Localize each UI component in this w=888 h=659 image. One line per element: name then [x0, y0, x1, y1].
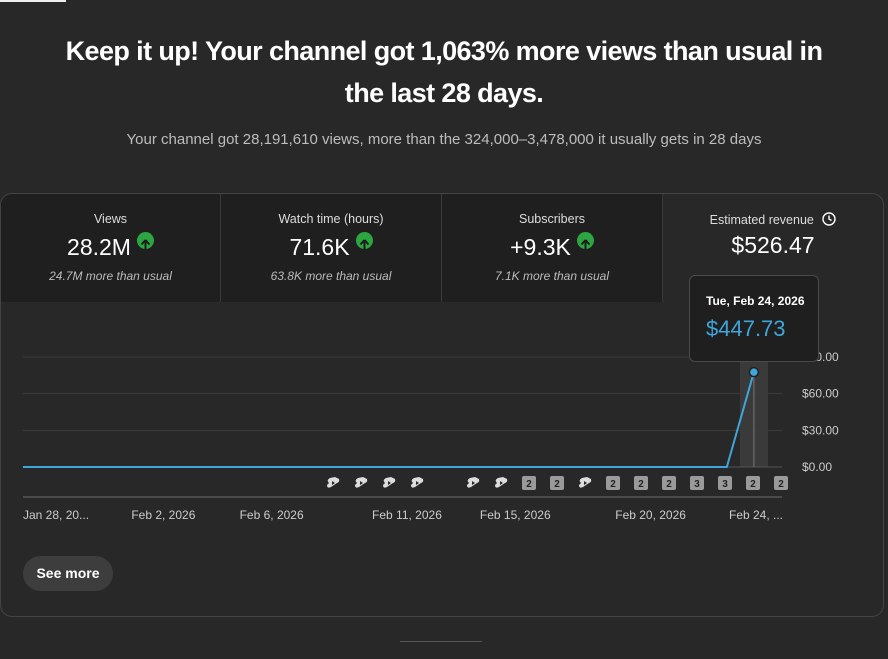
shorts-icon	[579, 477, 592, 488]
metric-name: Estimated revenue	[663, 212, 883, 227]
card: Views 28.2M 24.7M more than usual Watch …	[0, 193, 884, 617]
shorts-glyph	[495, 477, 508, 488]
video-badge	[606, 476, 620, 490]
up-icon	[136, 232, 154, 249]
metric-value-text: 28.2M	[67, 234, 131, 260]
video-count: 3	[694, 479, 700, 490]
metric-value: +9.3K	[442, 232, 662, 261]
shorts-icon	[495, 477, 508, 488]
shorts-icon	[383, 477, 396, 488]
metric-value-text: +9.3K	[510, 234, 571, 260]
video-badge	[746, 476, 760, 490]
metric-delta: 63.8K more than usual	[270, 269, 392, 283]
video-badge	[550, 476, 564, 490]
metric-tab[interactable]: Estimated revenue $526.47	[663, 194, 883, 302]
shorts-icon	[467, 477, 480, 488]
shorts-icon	[411, 477, 424, 488]
headline: the last 28 days.	[344, 78, 544, 108]
metric-name: Watch time (hours)	[278, 212, 384, 226]
x-tick-label: Feb 2, 2026	[131, 508, 195, 522]
shorts-glyph	[411, 477, 424, 488]
video-count: 2	[750, 479, 756, 490]
video-badge	[774, 476, 788, 490]
tooltip-date: Tue, Feb 24, 2026	[706, 294, 805, 308]
shorts-icon	[327, 477, 340, 488]
video-badge	[522, 476, 536, 490]
metric-value: $526.47	[731, 232, 815, 258]
video-count: 2	[778, 479, 784, 490]
shorts-glyph	[355, 477, 368, 488]
metric-tab[interactable]: Subscribers +9.3K 7.1K more than usual	[442, 194, 663, 302]
metric-tab[interactable]: Views 28.2M 24.7M more than usual	[1, 194, 221, 302]
headline: Keep it up! Your channel got 1,063% more…	[65, 36, 823, 66]
subtitle: Your channel got 28,191,610 views, more …	[126, 131, 762, 148]
shorts-glyph	[579, 477, 592, 488]
metric-delta: 7.1K more than usual	[494, 269, 610, 283]
video-badge	[662, 476, 676, 490]
line-series	[23, 371, 755, 468]
x-tick-label: Feb 11, 2026	[372, 508, 442, 522]
divider	[400, 641, 482, 642]
video-count: 2	[610, 479, 616, 490]
metric-name-text: Estimated revenue	[709, 213, 814, 227]
metric-name: Views	[93, 212, 128, 226]
x-tick-label: Jan 28, 20...	[23, 508, 89, 522]
x-tick-label: Feb 15, 2026	[480, 508, 551, 522]
clock-icon	[822, 212, 837, 226]
video-count: 2	[666, 479, 672, 490]
y-tick-label: $30.00	[802, 423, 839, 437]
up-icon	[576, 232, 594, 249]
metric-value: 71.6K	[221, 232, 441, 261]
video-count: 2	[554, 479, 560, 490]
x-tick-label: Feb 24, ...	[729, 508, 783, 522]
up-icon	[355, 232, 373, 249]
shorts-glyph	[467, 477, 480, 488]
video-count: 2	[526, 479, 532, 490]
shorts-glyph	[327, 477, 340, 488]
metric-value: 28.2M	[1, 232, 220, 261]
tooltip-value: $447.73	[706, 316, 786, 341]
tab-indicator	[0, 0, 66, 2]
x-tick-label: Feb 20, 2026	[615, 508, 686, 522]
shorts-icon	[355, 477, 368, 488]
x-tick-label: Feb 6, 2026	[240, 508, 304, 522]
metric-delta: 24.7M more than usual	[49, 269, 172, 283]
tooltip: Tue, Feb 24, 2026 $447.73	[689, 275, 819, 362]
metric-name: Subscribers	[519, 212, 585, 226]
y-tick-label: $60.00	[802, 387, 839, 401]
video-count: 3	[722, 479, 728, 490]
shorts-glyph	[383, 477, 396, 488]
hover-point	[748, 366, 760, 378]
see-more-button[interactable]: See more	[23, 556, 113, 591]
video-count: 2	[638, 479, 644, 490]
video-badge	[634, 476, 648, 490]
y-tick-label: $0.00	[802, 460, 832, 474]
metric-tab[interactable]: Watch time (hours) 71.6K 63.8K more than…	[221, 194, 442, 302]
video-badge	[690, 476, 704, 490]
video-badge	[718, 476, 732, 490]
metric-value-text: 71.6K	[289, 234, 350, 260]
